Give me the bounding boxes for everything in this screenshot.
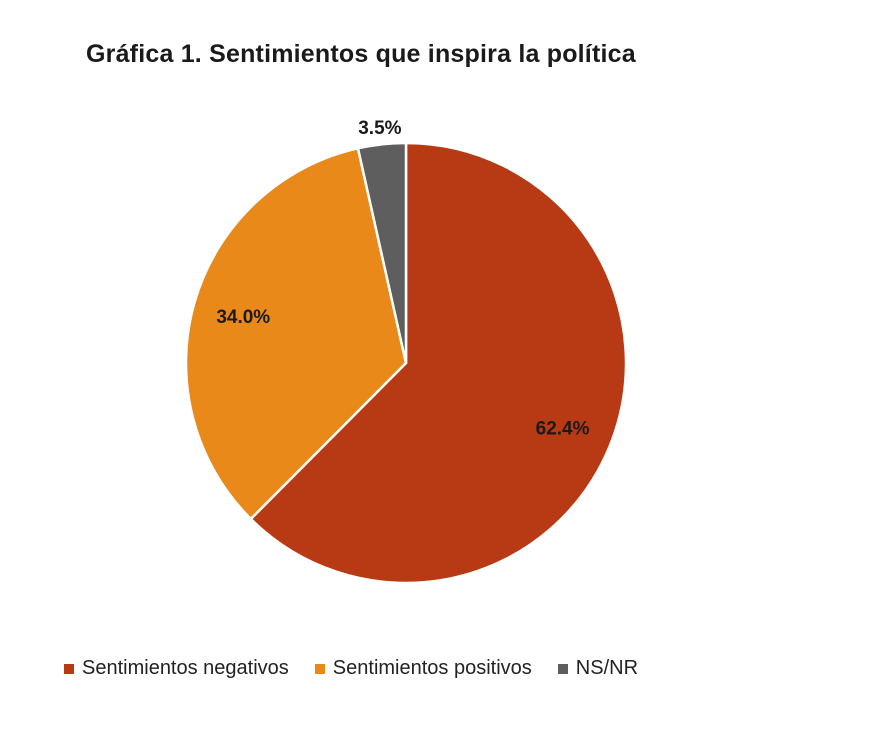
legend-label: Sentimientos negativos (82, 657, 289, 679)
legend-swatch (314, 663, 325, 674)
chart-title: Gráfica 1. Sentimientos que inspira la p… (86, 40, 636, 68)
legend-item: Sentimientos negativos (64, 657, 289, 680)
legend: Sentimientos negativos Sentimientos posit… (64, 657, 638, 680)
pie-slice-sentimientos-positivos (184, 146, 408, 521)
data-label: 3.5% (358, 118, 401, 139)
data-label: 34.0% (216, 307, 270, 328)
legend-swatch (557, 663, 568, 674)
legend-label: NS/NR (575, 657, 639, 679)
pie-slice-sentimientos-negativos (249, 141, 628, 585)
legend-label: Sentimientos positivos (332, 657, 532, 679)
legend-item: Sentimientos positivos (314, 657, 532, 680)
legend-swatch (64, 663, 74, 674)
pie-slice-ns-nr (356, 141, 408, 364)
data-label: 62.4% (536, 419, 590, 440)
pie-chart: 62.4% 34.0% 3.5% (184, 118, 628, 585)
legend-item: NS/NR (557, 657, 639, 680)
